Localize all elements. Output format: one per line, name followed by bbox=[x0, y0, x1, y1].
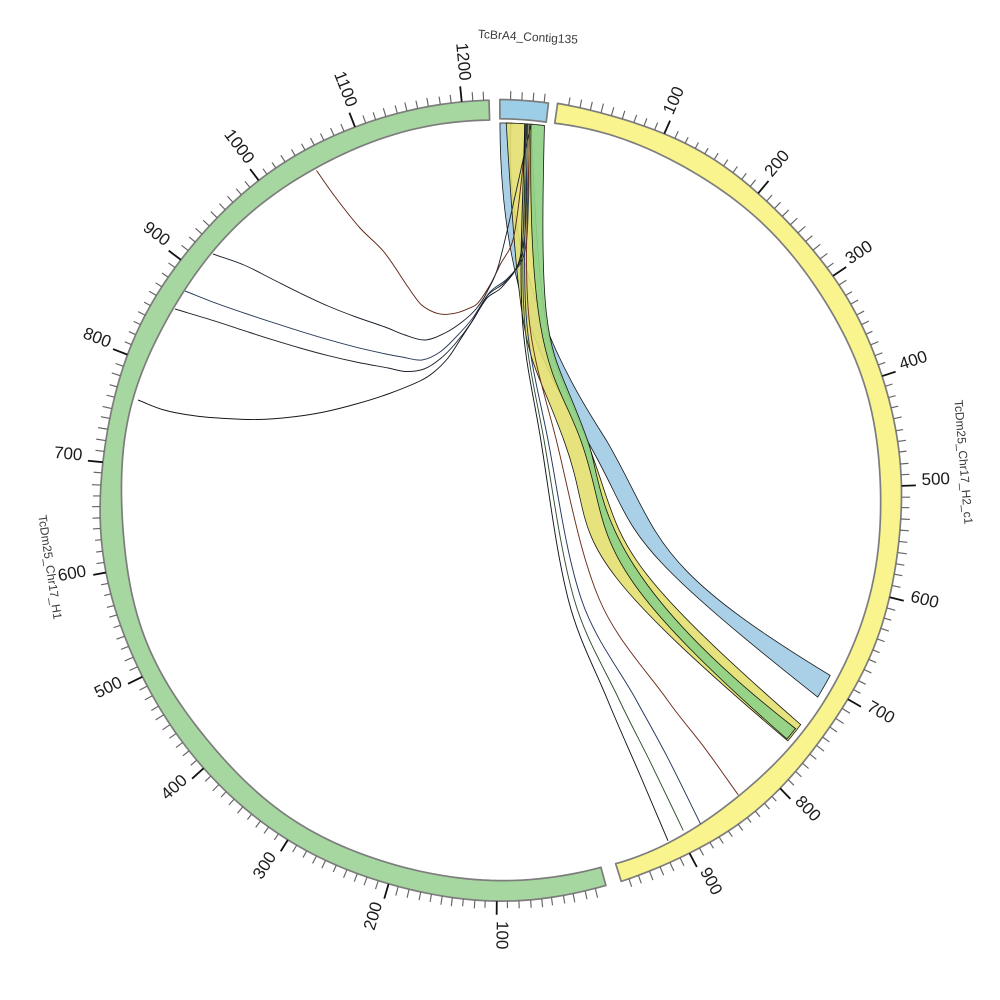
svg-text:500: 500 bbox=[921, 469, 950, 489]
svg-text:TcBrA4_Contig135: TcBrA4_Contig135 bbox=[478, 27, 579, 47]
svg-text:700: 700 bbox=[53, 443, 83, 465]
svg-text:600: 600 bbox=[56, 561, 87, 585]
svg-text:1200: 1200 bbox=[452, 42, 475, 82]
svg-text:100: 100 bbox=[492, 921, 511, 950]
